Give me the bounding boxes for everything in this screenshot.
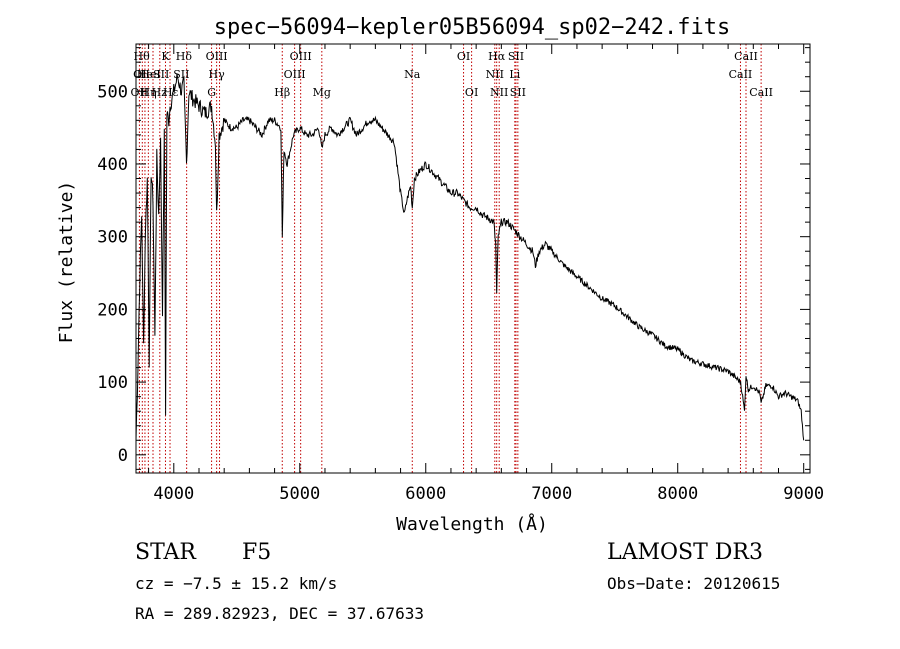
x-tick-label: 8000: [657, 484, 698, 504]
survey-name: LAMOST DR3: [607, 540, 763, 565]
x-axis-label: Wavelength (Å): [396, 513, 548, 535]
line-label: SII: [510, 86, 526, 99]
y-tick-label: 500: [97, 82, 128, 102]
line-label: Hz: [152, 86, 168, 99]
x-tick-label: 9000: [783, 484, 824, 504]
line-label: He: [137, 68, 153, 81]
line-label: NII: [490, 86, 508, 99]
redshift-velocity: cz = −7.5 ± 15.2 km/s: [135, 574, 338, 593]
x-tick-label: 6000: [405, 484, 446, 504]
y-axis-ticks: 0 100 200 300 400 500: [97, 47, 810, 470]
line-label: Li: [509, 68, 520, 81]
y-tick-label: 400: [97, 155, 128, 175]
x-axis-ticks: 4000 5000 6000 7000 8000 9000: [148, 44, 824, 504]
line-label: Hβ: [274, 86, 290, 99]
line-label: G: [207, 86, 216, 99]
line-label: NII: [486, 68, 504, 81]
chart-title: spec−56094−kepler05B56094_sp02−242.fits: [214, 15, 731, 40]
object-class: STAR: [135, 540, 196, 565]
y-tick-label: 100: [97, 373, 128, 393]
line-label: OI: [465, 86, 478, 99]
x-tick-label: 7000: [531, 484, 572, 504]
line-label: Hα: [488, 50, 506, 63]
line-label: Hε: [163, 86, 179, 99]
observation-date: Obs−Date: 20120615: [607, 574, 781, 593]
line-label: OIII: [284, 68, 306, 81]
line-label: OIII: [206, 50, 228, 63]
line-label: CaII: [729, 68, 753, 81]
plot-frame: [135, 43, 811, 474]
spectral-line-labels: OII HβOIIIMgNaOIOINIIHαNIILiSIISIICaIICaI…: [131, 50, 773, 99]
line-label: Hγ: [209, 68, 226, 81]
line-label: CaII: [749, 86, 773, 99]
y-tick-label: 300: [97, 228, 128, 248]
line-label: K: [161, 50, 170, 63]
line-label: Mg: [313, 86, 331, 99]
line-label: SII: [508, 50, 524, 63]
flux-series-line: [135, 73, 805, 441]
y-tick-label: 0: [118, 446, 128, 466]
sky-coordinates: RA = 289.82923, DEC = 37.67633: [135, 604, 424, 623]
line-label: OIII: [290, 50, 312, 63]
x-tick-label: 4000: [153, 484, 194, 504]
line-label: SII: [153, 68, 169, 81]
line-label: Na: [404, 68, 421, 81]
line-label: Hδ: [176, 50, 193, 63]
y-axis-label: Flux (relative): [56, 181, 77, 344]
line-label: Hη: [141, 86, 157, 99]
line-label: SII: [173, 68, 189, 81]
x-tick-label: 5000: [279, 484, 320, 504]
line-label: CaII: [734, 50, 758, 63]
line-label: OII: [131, 86, 149, 99]
line-label: OI: [457, 50, 470, 63]
spectral-subclass: F5: [242, 540, 272, 565]
spectral-line-markers: [138, 44, 762, 473]
y-tick-label: 200: [97, 300, 128, 320]
line-label: Hθ: [134, 50, 151, 63]
line-label: HeI: [140, 68, 160, 81]
